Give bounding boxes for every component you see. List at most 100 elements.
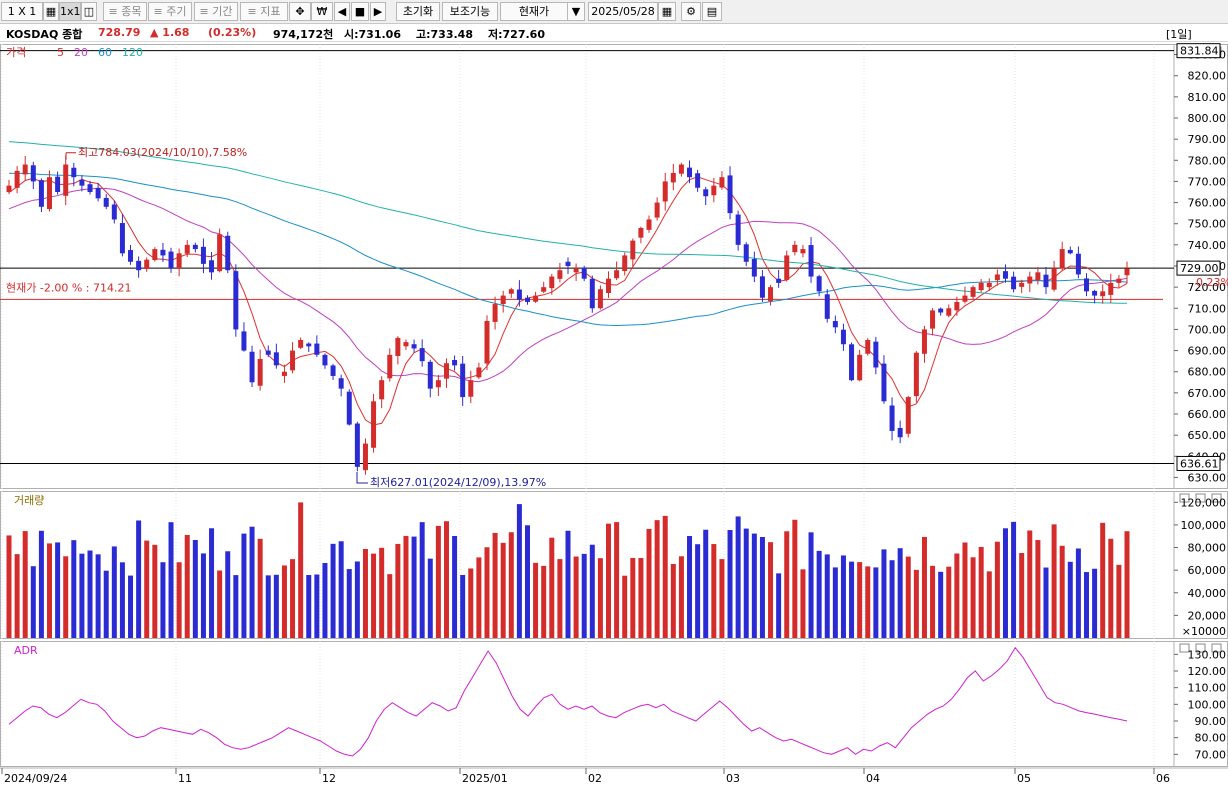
- current-price-label-box: [1176, 260, 1221, 276]
- candle-body: [711, 185, 717, 196]
- indicator-button[interactable]: ≡ 지표: [240, 2, 288, 21]
- x-tick-label: 06: [1156, 772, 1170, 785]
- grid-icon[interactable]: ▦: [43, 2, 59, 21]
- date-input[interactable]: 2025/05/28: [588, 2, 658, 21]
- candle-body: [119, 223, 125, 254]
- volume-bar: [816, 550, 822, 638]
- volume-bar: [265, 575, 271, 638]
- volume-bar: [873, 567, 879, 638]
- volume-bar: [654, 520, 660, 638]
- save-icon[interactable]: ▤: [702, 2, 722, 21]
- ma5-line: [8, 176, 1128, 426]
- candle-body: [217, 234, 223, 272]
- candle-body: [889, 405, 895, 431]
- chevron-down-icon[interactable]: ▼: [567, 2, 585, 21]
- candle-body: [832, 321, 838, 328]
- price-tick-label: 660.00: [1188, 408, 1227, 421]
- candle-body: [946, 308, 952, 316]
- x-tick-label: 03: [726, 772, 740, 785]
- candle-body: [970, 287, 976, 297]
- volume-bar: [1043, 567, 1049, 638]
- x-tick-label: 2024/09/24: [4, 772, 67, 785]
- volume-bar: [217, 570, 223, 638]
- candle-body: [403, 342, 409, 347]
- volume-bar: [897, 548, 903, 638]
- pane-frame: [0, 491, 1228, 639]
- volume-bar: [128, 575, 134, 638]
- prev-icon[interactable]: ◀: [334, 2, 350, 21]
- period-button[interactable]: ≡ 주기: [148, 2, 192, 21]
- candle-body: [816, 276, 822, 292]
- candle-body: [443, 363, 449, 379]
- candle-body: [743, 244, 749, 262]
- reset-button[interactable]: 초기화: [396, 2, 440, 21]
- candle-body: [849, 344, 855, 381]
- volume-bar: [330, 543, 336, 638]
- candle-body: [654, 202, 660, 218]
- volume-bar: [322, 562, 328, 638]
- candle-body: [857, 354, 863, 381]
- candle-body: [298, 340, 304, 348]
- candle-body: [346, 391, 352, 425]
- gear-icon[interactable]: ⚙: [681, 2, 701, 21]
- layout-1x1-button[interactable]: 1x1: [59, 2, 81, 21]
- candle-body: [1100, 291, 1106, 297]
- ma60-line: [8, 172, 1128, 327]
- volume-bar: [257, 538, 263, 638]
- item-button[interactable]: ≡ 종목: [103, 2, 147, 21]
- next-icon[interactable]: ▶: [370, 2, 386, 21]
- volume-bar: [281, 565, 287, 638]
- volume-bar: [38, 530, 44, 638]
- candle-body: [371, 401, 377, 448]
- x-tick-label: 12: [322, 772, 336, 785]
- crosshair-icon[interactable]: ✥: [289, 2, 311, 21]
- volume-bar: [314, 574, 320, 638]
- candle-body: [938, 308, 944, 313]
- volume-bar: [460, 574, 466, 638]
- price-tick-label: 820.00: [1188, 70, 1227, 83]
- candle-body: [176, 253, 182, 269]
- candle-body: [840, 329, 846, 345]
- calendar-icon[interactable]: ▦: [658, 2, 676, 21]
- w-icon[interactable]: ₩: [311, 2, 333, 21]
- volume-bar: [354, 561, 360, 638]
- x-tick-label: 05: [1017, 772, 1031, 785]
- stop-icon[interactable]: ■: [351, 2, 369, 21]
- layout-button[interactable]: 1 X 1: [1, 2, 43, 21]
- candle-body: [136, 260, 142, 271]
- table-icon[interactable]: ◫: [81, 2, 97, 21]
- low-range-label: 636.61: [1180, 457, 1219, 470]
- candle-body: [606, 278, 612, 293]
- volume-bar: [379, 547, 385, 638]
- volume-bar: [63, 556, 69, 638]
- price-tick-label: 810.00: [1188, 91, 1227, 104]
- volume-bar: [22, 531, 28, 638]
- candle-body: [622, 255, 628, 272]
- range-button[interactable]: ≡ 기간: [194, 2, 238, 21]
- candle-body: [962, 295, 968, 302]
- volume-bar: [136, 520, 142, 638]
- volume-bar: [500, 542, 506, 638]
- volume-bar: [1100, 522, 1106, 638]
- volume-tick-label: 80,000: [1188, 542, 1227, 555]
- volume-bar: [306, 575, 312, 638]
- price-type-select[interactable]: 현재가: [500, 2, 568, 21]
- volume-bar: [735, 516, 741, 638]
- aux-button[interactable]: 보조기능: [442, 2, 498, 21]
- candle-body: [1083, 278, 1089, 292]
- adr-tick-label: 100.00: [1188, 698, 1227, 711]
- candle-body: [581, 267, 587, 279]
- volume-bar: [646, 528, 652, 638]
- price-tick-label: 710.00: [1188, 302, 1227, 315]
- candle-body: [484, 320, 490, 364]
- candle-body: [249, 351, 255, 383]
- volume-bar: [759, 536, 765, 638]
- candle-body: [379, 380, 385, 400]
- candle-body: [87, 184, 93, 192]
- volume-bar: [865, 566, 871, 638]
- volume-bar: [95, 554, 101, 638]
- ma20-line: [8, 187, 1128, 383]
- volume-bar: [905, 556, 911, 638]
- volume-bar: [225, 551, 231, 638]
